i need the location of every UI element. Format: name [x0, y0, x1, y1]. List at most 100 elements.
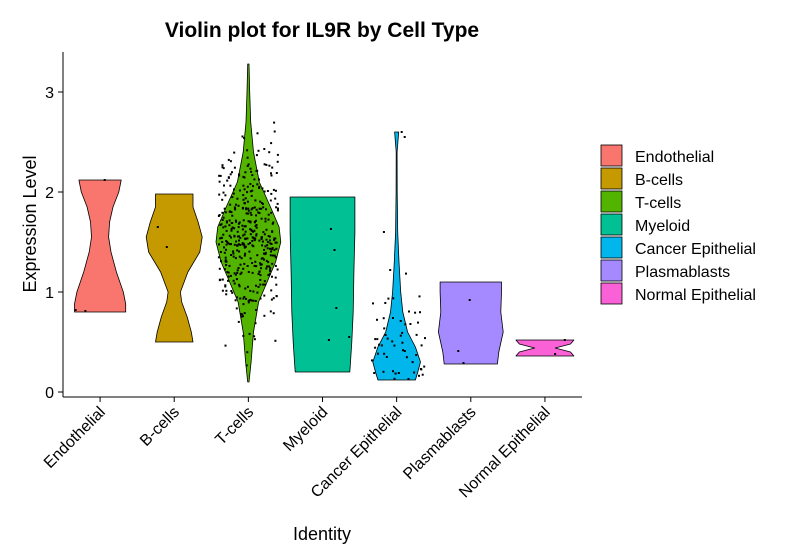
jitter-point: [260, 207, 263, 210]
jitter-point: [225, 289, 228, 292]
x-tick-label: Myeloid: [280, 404, 331, 455]
jitter-point: [224, 284, 227, 287]
jitter-point: [239, 297, 242, 300]
jitter-point: [246, 285, 249, 288]
jitter-point: [259, 283, 262, 286]
jitter-point: [233, 235, 236, 238]
jitter-point: [246, 351, 249, 354]
jitter-point: [241, 207, 244, 210]
jitter-point: [233, 282, 236, 285]
y-tick-label: 3: [45, 85, 54, 102]
jitter-point: [249, 228, 252, 231]
jitter-point: [250, 229, 253, 232]
jitter-point: [273, 121, 276, 124]
jitter-point: [261, 187, 264, 190]
legend-label: Endothelial: [635, 149, 714, 166]
jitter-point: [241, 242, 244, 245]
jitter-point: [256, 169, 259, 172]
jitter-point: [242, 267, 245, 270]
jitter-point: [250, 170, 253, 173]
jitter-point: [270, 192, 273, 195]
jitter-point: [274, 237, 277, 240]
jitter-point: [250, 194, 253, 197]
y-axis-label: Expression Level: [20, 155, 40, 292]
jitter-point: [274, 339, 277, 342]
jitter-point: [243, 244, 246, 247]
jitter-point: [229, 274, 232, 277]
jitter-point: [229, 160, 232, 163]
jitter-point: [270, 298, 273, 301]
y-tick-label: 2: [45, 185, 54, 202]
jitter-point: [273, 248, 276, 251]
jitter-point: [392, 370, 394, 373]
jitter-point: [219, 174, 222, 177]
jitter-point: [397, 372, 400, 374]
jitter-point: [249, 167, 252, 170]
jitter-point: [221, 164, 224, 167]
jitter-point: [262, 283, 265, 286]
jitter-point: [261, 240, 264, 243]
jitter-point: [229, 184, 232, 187]
jitter-point: [218, 174, 221, 177]
jitter-point: [275, 295, 278, 297]
jitter-point: [270, 142, 273, 145]
jitter-point: [255, 284, 257, 287]
jitter-point: [244, 252, 247, 255]
y-tick-label: 0: [45, 385, 54, 402]
jitter-point: [402, 349, 404, 352]
jitter-point: [263, 258, 265, 261]
legend-swatch: [600, 190, 623, 213]
jitter-point: [244, 197, 247, 200]
jitter-point: [274, 256, 277, 259]
jitter-point: [258, 178, 260, 181]
jitter-point: [409, 323, 412, 325]
jitter-point: [253, 178, 256, 181]
jitter-point: [563, 339, 566, 341]
jitter-point: [252, 185, 254, 188]
jitter-point: [238, 239, 240, 242]
jitter-point: [245, 297, 247, 300]
jitter-point: [268, 164, 271, 167]
jitter-point: [273, 239, 276, 241]
legend-swatch: [600, 167, 623, 190]
jitter-point: [374, 338, 377, 341]
jitter-point: [220, 223, 223, 226]
jitter-point: [221, 219, 224, 221]
jitter-points-layer: [74, 121, 566, 380]
jitter-point: [414, 311, 417, 314]
jitter-point: [262, 231, 265, 234]
jitter-point: [226, 271, 229, 274]
jitter-point: [237, 204, 240, 207]
jitter-point: [385, 356, 388, 358]
jitter-point: [387, 297, 390, 300]
jitter-point: [253, 338, 256, 341]
jitter-point: [274, 264, 277, 267]
jitter-point: [242, 242, 245, 245]
jitter-point: [225, 248, 227, 251]
jitter-point: [222, 216, 225, 219]
jitter-point: [228, 243, 231, 246]
jitter-point: [254, 199, 257, 202]
jitter-point: [400, 131, 403, 133]
jitter-point: [227, 242, 230, 245]
jitter-point: [218, 279, 221, 282]
jitter-point: [405, 356, 408, 359]
jitter-point: [165, 246, 168, 248]
jitter-point: [249, 211, 252, 214]
jitter-point: [374, 346, 377, 349]
jitter-point: [225, 293, 228, 296]
jitter-point: [419, 368, 422, 370]
jitter-point: [229, 210, 232, 213]
jitter-point: [233, 272, 236, 275]
jitter-point: [382, 231, 385, 233]
jitter-point: [408, 310, 410, 313]
jitter-point: [265, 208, 267, 211]
jitter-point: [377, 352, 379, 355]
jitter-point: [247, 243, 250, 246]
jitter-point: [267, 261, 270, 264]
jitter-point: [220, 260, 222, 263]
jitter-point: [241, 315, 244, 318]
jitter-point: [243, 233, 246, 236]
jitter-point: [251, 262, 254, 264]
x-axis-label: Identity: [293, 524, 351, 544]
